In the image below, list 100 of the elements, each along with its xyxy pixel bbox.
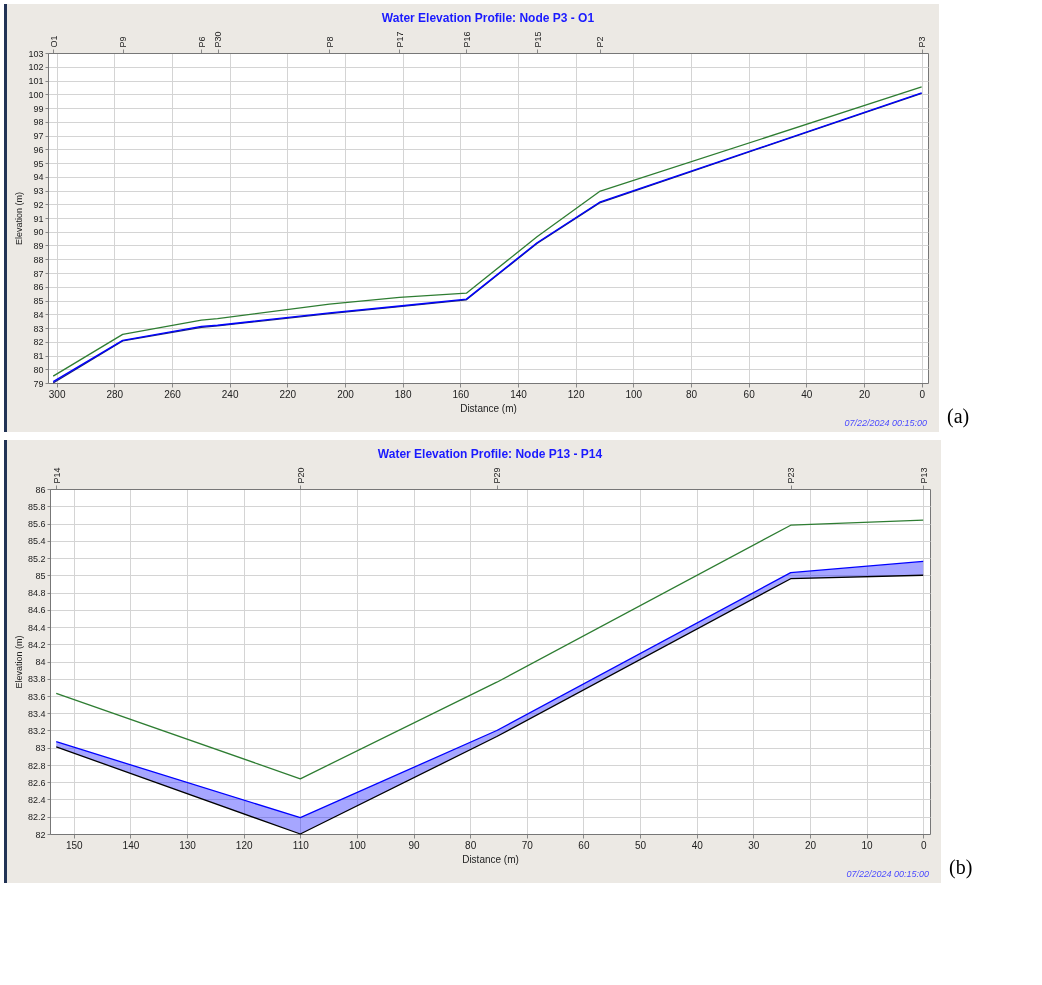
- text: P13: [918, 467, 929, 484]
- text: 07/22/2024 00:15:00: [843, 418, 928, 428]
- text: O1: [48, 35, 59, 48]
- x-tick-label: 100: [349, 839, 367, 851]
- x-tick-label: 120: [235, 839, 253, 851]
- y-tick-label: 96: [33, 144, 44, 155]
- text: P20: [295, 467, 306, 484]
- y-tick-label: 84: [33, 309, 44, 320]
- x-tick-label: 220: [279, 388, 297, 400]
- text: P8: [324, 36, 335, 48]
- y-tick-label: 83: [35, 743, 46, 754]
- y-tick-label: 82: [33, 337, 44, 348]
- x-tick-label: 120: [567, 388, 585, 400]
- text: (b): [949, 856, 973, 879]
- y-tick-label: 84.4: [27, 622, 46, 633]
- y-tick-label: 85.8: [27, 501, 46, 512]
- y-tick-label: 79: [33, 378, 44, 389]
- x-tick-label: 80: [465, 839, 477, 851]
- text: P29: [492, 467, 503, 484]
- text: P3: [917, 36, 928, 48]
- y-tick-label: 101: [28, 76, 44, 86]
- x-tick-label: 180: [394, 388, 412, 400]
- y-tick-label: 89: [33, 241, 44, 251]
- x-axis-title: Distance (m): [462, 853, 519, 865]
- y-axis-title: Elevation (m): [14, 191, 25, 246]
- text: P16: [461, 31, 472, 48]
- y-axis-title: Elevation (m): [13, 635, 24, 689]
- y-tick-label: 82.6: [27, 777, 46, 788]
- x-tick-label: 200: [337, 388, 355, 400]
- x-tick-label: 110: [292, 839, 310, 851]
- y-tick-label: 93: [33, 186, 44, 196]
- text: P2: [595, 36, 606, 48]
- y-tick-label: 85.2: [27, 553, 46, 564]
- y-tick-label: 99: [33, 103, 44, 114]
- y-tick-label: 94: [33, 172, 44, 183]
- x-tick-label: 130: [179, 839, 197, 851]
- y-tick-label: 84.8: [27, 588, 46, 598]
- text: P17: [394, 31, 405, 48]
- y-tick-label: 92: [33, 199, 44, 210]
- y-tick-label: 86: [33, 282, 44, 293]
- x-tick-label: 140: [122, 839, 140, 851]
- y-tick-label: 83.2: [27, 726, 46, 736]
- x-tick-label: 150: [65, 839, 84, 851]
- x-tick-label: 20: [804, 839, 817, 851]
- y-tick-label: 95: [33, 158, 44, 169]
- y-tick-label: 82.4: [27, 795, 46, 805]
- y-tick-label: 86: [35, 484, 46, 495]
- y-tick-label: 85.6: [27, 519, 46, 529]
- x-tick-label: 70: [521, 839, 534, 851]
- x-tick-label: 90: [408, 839, 421, 851]
- y-tick-label: 82.2: [27, 812, 46, 823]
- y-tick-label: 91: [33, 213, 44, 224]
- x-tick-label: 60: [743, 388, 756, 400]
- y-tick-label: 87: [33, 268, 44, 279]
- chart-title: Water Elevation Profile: Node P3 - O1: [381, 10, 595, 25]
- y-tick-label: 84.2: [27, 639, 46, 650]
- y-tick-label: 85.4: [27, 536, 46, 547]
- y-tick-label: 85: [33, 296, 44, 306]
- x-tick-label: 280: [106, 388, 124, 400]
- x-tick-label: 260: [164, 388, 182, 400]
- x-tick-label: 160: [452, 388, 470, 400]
- y-tick-label: 85: [35, 570, 46, 581]
- x-tick-label: 50: [635, 839, 647, 851]
- text: P14: [51, 467, 62, 484]
- text: P6: [196, 36, 207, 48]
- x-axis-title: Distance (m): [460, 402, 517, 414]
- text: P23: [786, 467, 797, 484]
- y-tick-label: 83.4: [27, 708, 46, 719]
- x-tick-label: 300: [48, 388, 66, 400]
- y-tick-label: 88: [33, 254, 44, 265]
- y-tick-label: 83.6: [27, 691, 46, 702]
- text: (a): [947, 405, 970, 428]
- x-tick-label: 40: [691, 839, 704, 851]
- x-tick-label: 20: [858, 388, 871, 400]
- x-tick-label: 80: [685, 388, 698, 400]
- y-tick-label: 82: [35, 829, 46, 840]
- y-tick-label: 90: [33, 227, 44, 238]
- text: P15: [532, 31, 543, 48]
- y-tick-label: 98: [33, 117, 44, 128]
- y-tick-label: 84: [35, 657, 46, 667]
- x-tick-label: 240: [221, 388, 239, 400]
- y-tick-label: 103: [28, 48, 44, 59]
- x-tick-label: 10: [861, 839, 874, 851]
- x-tick-label: 40: [801, 388, 813, 400]
- y-tick-label: 83: [33, 323, 44, 334]
- chart-title: Water Elevation Profile: Node P13 - P14: [377, 446, 603, 461]
- text: 07/22/2024 00:15:00: [845, 869, 930, 879]
- x-tick-label: 140: [510, 388, 528, 400]
- x-tick-label: 0: [919, 388, 926, 400]
- y-tick-label: 84.6: [27, 605, 46, 616]
- text: P30: [213, 31, 224, 48]
- y-tick-label: 82.8: [27, 760, 46, 771]
- x-tick-label: 60: [578, 839, 590, 851]
- y-tick-label: 80: [33, 364, 44, 375]
- x-tick-label: 0: [920, 839, 927, 851]
- x-tick-label: 100: [625, 388, 643, 400]
- y-tick-label: 97: [33, 131, 44, 141]
- x-tick-label: 30: [748, 839, 760, 851]
- y-tick-label: 100: [28, 89, 44, 100]
- text: P9: [118, 36, 129, 48]
